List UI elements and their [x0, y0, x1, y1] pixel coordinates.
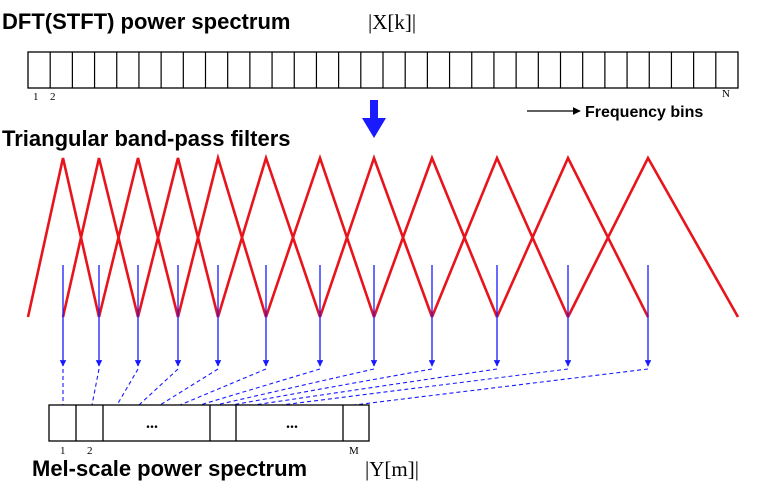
mel-bin-frame [48, 404, 370, 442]
dashed-connector [199, 368, 321, 406]
triangle-filter [430, 154, 570, 318]
triangle-filter [176, 153, 268, 318]
dashed-connector [231, 368, 433, 406]
triangle-filter [136, 157, 220, 318]
triangle-filter [264, 153, 376, 318]
dft-math-label: |X[k]| [368, 10, 416, 34]
triangle-filter [97, 157, 180, 318]
dashed-connector [215, 368, 375, 406]
dashed-connectors [62, 368, 649, 406]
dashed-connector [138, 368, 179, 406]
filter-output-arrows [59, 265, 652, 367]
triangle-filter [372, 154, 499, 318]
mel-bin-label-first: 1 [60, 445, 66, 457]
mel-ellipsis-first: ... [146, 415, 158, 432]
triangle-filter [26, 157, 101, 318]
mel-bin-label-last: M [349, 445, 359, 457]
processing-arrow-icon [362, 100, 386, 138]
triangular-filters [26, 153, 740, 318]
mel-bin-strip [48, 404, 370, 442]
dashed-connector [159, 368, 219, 406]
triangle-filter [318, 154, 434, 318]
dashed-connector [91, 368, 100, 406]
dashed-connector [116, 368, 139, 406]
dashed-connector [179, 368, 267, 406]
dft-bin-label-first: 1 [33, 91, 39, 103]
dft-bin-label-last: N [722, 88, 730, 100]
frequency-bins-label: Frequency bins [585, 104, 703, 121]
mel-title: Mel-scale power spectrum [32, 456, 307, 481]
triangle-filter [495, 154, 650, 318]
dft-title: DFT(STFT) power spectrum [2, 9, 290, 34]
mel-math-label: |Y[m]| [365, 457, 419, 481]
triangle-filter [61, 157, 140, 318]
triangle-filter [216, 153, 322, 318]
dashed-connector [353, 368, 649, 406]
dashed-connector [281, 368, 569, 406]
dashed-connector [253, 368, 498, 406]
filters-title: Triangular band-pass filters [2, 126, 291, 151]
mel-ellipsis-second: ... [286, 415, 298, 432]
mel-bin-label-second: 2 [87, 445, 93, 457]
dft-bin-label-second: 2 [50, 91, 56, 103]
dft-bin-strip [27, 51, 739, 89]
triangle-filter [566, 155, 740, 318]
